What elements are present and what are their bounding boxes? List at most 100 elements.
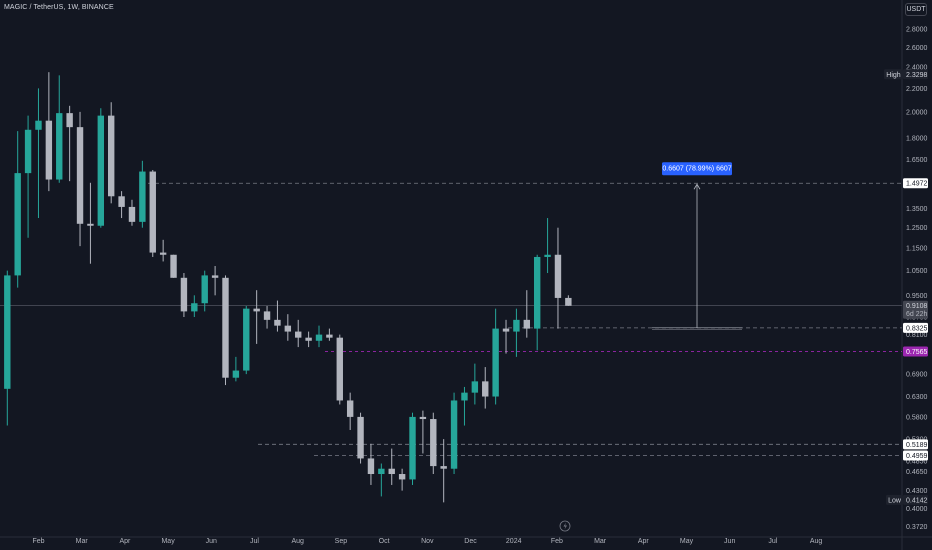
price-line-tag-text: 0.8325 [906,325,928,332]
candle-body [159,252,167,255]
candle-body [66,113,73,128]
candle-body [336,337,343,401]
candle-body [243,308,250,371]
x-tick-label: Nov [421,538,434,545]
current-price-tag [903,300,928,319]
candle-body [87,223,94,226]
candle-body [461,392,468,401]
currency-button[interactable]: USDT [905,3,927,16]
y-tick-label: 0.4850 [906,458,928,465]
y-tick-label: 0.3720 [906,524,928,531]
x-tick-label: Jun [206,538,217,545]
candle-body [544,254,551,257]
candle-body [191,303,198,312]
x-tick-label: Aug [291,538,304,545]
price-line-tag-text: 0.4959 [906,453,928,460]
y-tick-label: 1.3500 [906,206,928,213]
x-tick-label: Jul [250,538,259,545]
candle-body [440,466,447,469]
candle-body [388,468,395,475]
symbol-title: MAGIC / TetherUS, 1W, BINANCE [4,4,114,11]
high-label: High [886,72,901,79]
current-price-tag-text: 0.9108 [906,303,928,310]
y-tick-label: 0.9500 [906,293,928,300]
y-tick-label: 0.6900 [906,372,928,379]
lightning-icon-glyph [563,522,567,530]
candle-body [76,127,84,224]
candle-body [253,308,260,312]
candle-body [170,254,177,278]
y-tick-label: 1.6500 [906,157,928,164]
y-tick-label: 1.2500 [906,225,928,232]
y-tick-label: 0.8100 [906,332,928,339]
y-tick-label: 2.0000 [906,109,928,116]
candle-body [357,416,364,459]
candle-body [492,328,499,397]
candle-body [305,337,312,341]
y-tick-label: 1.1500 [906,246,928,253]
price-line-tag [903,178,928,189]
candle-body [211,275,219,278]
candle-body [523,319,530,329]
high-value-box [903,69,928,80]
candle-body [315,334,323,341]
candle-body [35,120,42,130]
x-tick-label: Feb [32,538,44,545]
candle-body [554,254,562,298]
low-label: Low [888,497,902,504]
candle-body [513,319,520,332]
candle-body [24,129,32,174]
price-line-tag-text: 0.5189 [906,442,928,449]
measure-arrow-head [693,183,701,190]
candle-body [180,277,188,312]
candle-body [45,120,53,180]
candle-body [346,400,354,417]
lightning-icon [559,520,571,532]
y-tick-label: 2.4000 [906,64,928,71]
x-tick-label: Mar [594,538,607,545]
price-line-tag-text: 0.7565 [906,349,928,356]
candle-body [326,334,333,338]
candle-body [118,196,125,207]
y-tick-label: 2.6000 [906,45,928,52]
x-tick-label: Dec [464,538,477,545]
x-tick-label: May [680,538,694,545]
candle-body [482,381,489,397]
candle-body [222,277,229,378]
candle-body [409,416,416,480]
candle-body [430,419,437,467]
candle-body [201,275,208,304]
candle-body [149,171,156,253]
x-tick-label: Feb [551,538,563,545]
high-value: 2.3298 [906,72,928,79]
x-tick-label: Oct [379,538,390,545]
candle-body [295,331,302,338]
price-line-tag [903,322,928,333]
candle-body [367,458,375,475]
candle-body [533,256,541,329]
x-tick-label: Apr [119,538,131,545]
candle-body [378,468,385,475]
y-tick-label: 1.8000 [906,135,928,142]
x-tick-label: Aug [810,538,823,545]
high-label-box [884,69,903,80]
y-tick-label: 2.8000 [906,26,928,33]
y-tick-label: 0.6300 [906,394,928,401]
low-label-box [886,494,903,505]
x-tick-label: May [161,538,175,545]
candle-body [128,206,136,222]
candle-body [274,319,281,326]
low-value-box [903,494,928,505]
x-tick-label: Sep [335,538,348,545]
measure-label-box [662,162,732,176]
candle-body [14,173,21,276]
y-tick-label: 0.5800 [906,414,928,421]
candle-body [284,325,292,332]
y-tick-label: 2.2000 [906,86,928,93]
countdown-text: 6d 22h [906,311,928,318]
measure-label-text: 0.6607 (78.99%) 6607 [662,166,731,173]
candle-body [502,328,510,332]
low-value: 0.4142 [906,497,928,504]
